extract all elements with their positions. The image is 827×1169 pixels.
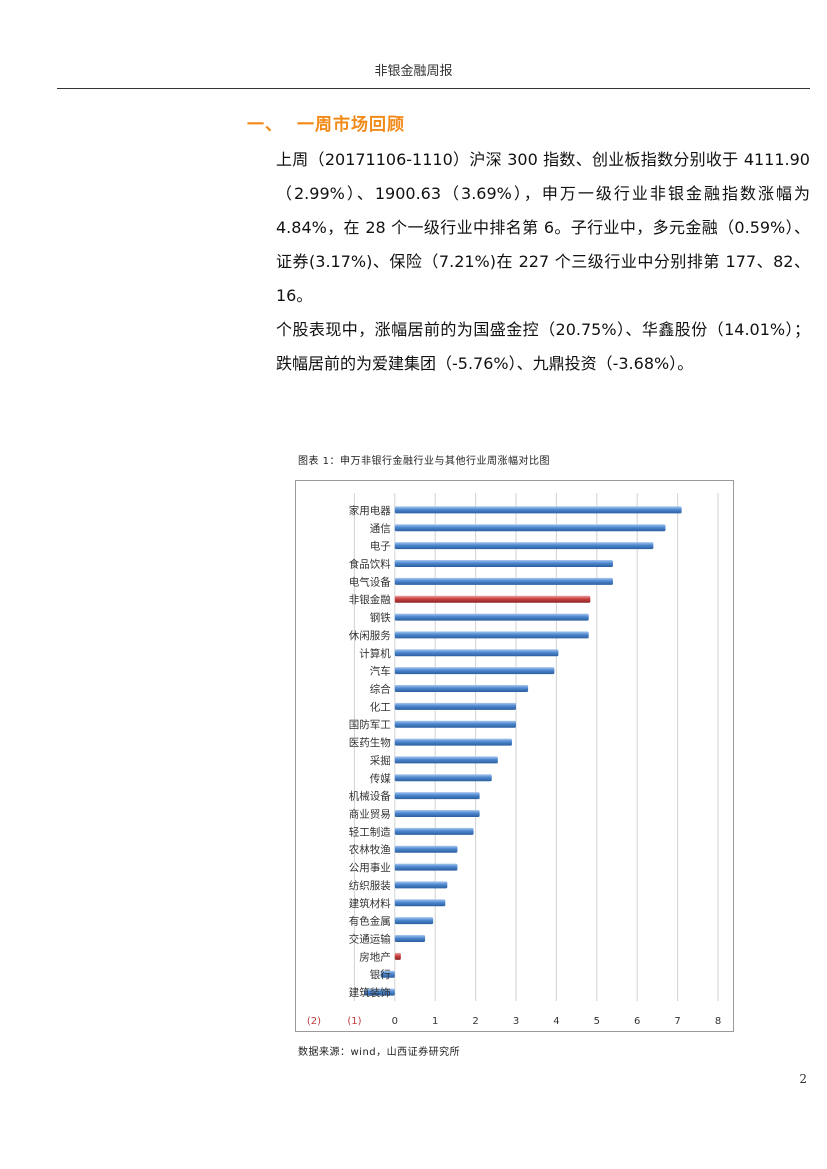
chart-source-note: 数据来源：wind，山西证券研究所	[298, 1047, 461, 1058]
category-label: 交通运输	[349, 933, 391, 946]
bar-11	[394, 702, 516, 710]
bar-24	[394, 935, 426, 942]
bar-14	[394, 756, 498, 764]
bar-12	[394, 720, 516, 728]
category-label: 电气设备	[349, 575, 391, 588]
x-tick-label: 7	[674, 1016, 680, 1027]
x-tick-label: 1	[432, 1016, 438, 1027]
bar-26	[380, 970, 395, 978]
bar-23	[394, 917, 434, 925]
header-divider	[57, 88, 810, 89]
category-label: 轻工制造	[349, 825, 391, 838]
category-label: 非银金融	[349, 593, 391, 606]
section-number: 一、	[247, 115, 283, 135]
bar-1	[394, 524, 666, 532]
category-label: 建筑材料	[349, 897, 391, 910]
bar-3	[394, 560, 613, 567]
bar-2	[394, 542, 654, 550]
chart-frame: 家用电器通信电子食品饮料电气设备非银金融钢铁休闲服务计算机汽车综合化工国防军工医…	[295, 480, 734, 1032]
category-label: 国防军工	[349, 718, 391, 731]
category-label: 传媒	[370, 772, 391, 785]
category-label: 房地产	[359, 950, 391, 963]
bar-7	[394, 631, 589, 639]
category-label: 综合	[370, 683, 391, 696]
category-label: 电子	[370, 540, 391, 553]
x-tick-label: 4	[553, 1016, 559, 1027]
x-tick-label: 6	[634, 1016, 640, 1027]
category-label: 农林牧渔	[349, 843, 391, 856]
bar-25	[394, 952, 401, 960]
industry-return-bar-chart: 家用电器通信电子食品饮料电气设备非银金融钢铁休闲服务计算机汽车综合化工国防军工医…	[307, 493, 721, 1027]
paragraph-market-review: 上周（20171106-1110）沪深 300 指数、创业板指数分别收于 411…	[276, 150, 810, 305]
category-label: 化工	[370, 700, 391, 713]
category-label: 食品饮料	[349, 558, 391, 571]
category-label: 机械设备	[349, 790, 391, 803]
category-label: 通信	[370, 523, 391, 535]
page-number: 2	[799, 1072, 807, 1086]
bar-17	[394, 810, 480, 817]
x-tick-label: 2	[472, 1016, 478, 1027]
chart-caption: 图表 1：申万非银行金融行业与其他行业周涨幅对比图	[298, 456, 551, 467]
x-tick-label: (2)	[307, 1016, 321, 1027]
category-label: 纺织服装	[349, 879, 391, 892]
bar-5	[394, 595, 591, 603]
category-label: 商业贸易	[349, 808, 391, 821]
bar-22	[394, 899, 446, 907]
category-label: 钢铁	[370, 611, 391, 624]
section-title-text: 一周市场回顾	[297, 115, 405, 135]
bar-9	[394, 667, 555, 675]
bar-21	[394, 881, 448, 889]
bar-18	[394, 827, 474, 835]
category-label: 汽车	[370, 665, 391, 678]
bar-27	[364, 988, 395, 996]
bar-16	[394, 792, 480, 800]
bar-13	[394, 738, 512, 746]
category-label: 有色金属	[349, 915, 391, 928]
bar-19	[394, 845, 458, 853]
category-label: 休闲服务	[349, 629, 391, 642]
x-tick-label: 0	[392, 1016, 398, 1027]
bar-6	[394, 613, 589, 621]
bar-15	[394, 774, 492, 782]
category-label: 医药生物	[349, 736, 391, 749]
category-label: 公用事业	[349, 861, 391, 874]
bar-8	[394, 649, 559, 657]
category-label: 家用电器	[349, 504, 391, 517]
category-label: 采掘	[370, 754, 391, 767]
category-label: 建筑装饰	[349, 986, 391, 999]
category-label: 计算机	[359, 647, 391, 660]
x-tick-label: 8	[715, 1016, 721, 1027]
paragraph-stock-performance: 个股表现中，涨幅居前的为国盛金控（20.75%）、华鑫股份（14.01%）；跌幅…	[276, 320, 810, 373]
category-label: 银行	[370, 968, 391, 981]
bar-4	[394, 577, 613, 585]
section-heading: 一、 一周市场回顾	[247, 110, 405, 135]
bar-0	[394, 506, 682, 514]
bar-20	[394, 863, 458, 871]
x-tick-label: 5	[594, 1016, 600, 1027]
report-header-title: 非银金融周报	[374, 64, 453, 79]
body-text: 上周（20171106-1110）沪深 300 指数、创业板指数分别收于 411…	[276, 143, 810, 381]
x-tick-label: (1)	[347, 1016, 361, 1027]
x-tick-label: 3	[513, 1016, 519, 1027]
bar-10	[394, 685, 529, 692]
